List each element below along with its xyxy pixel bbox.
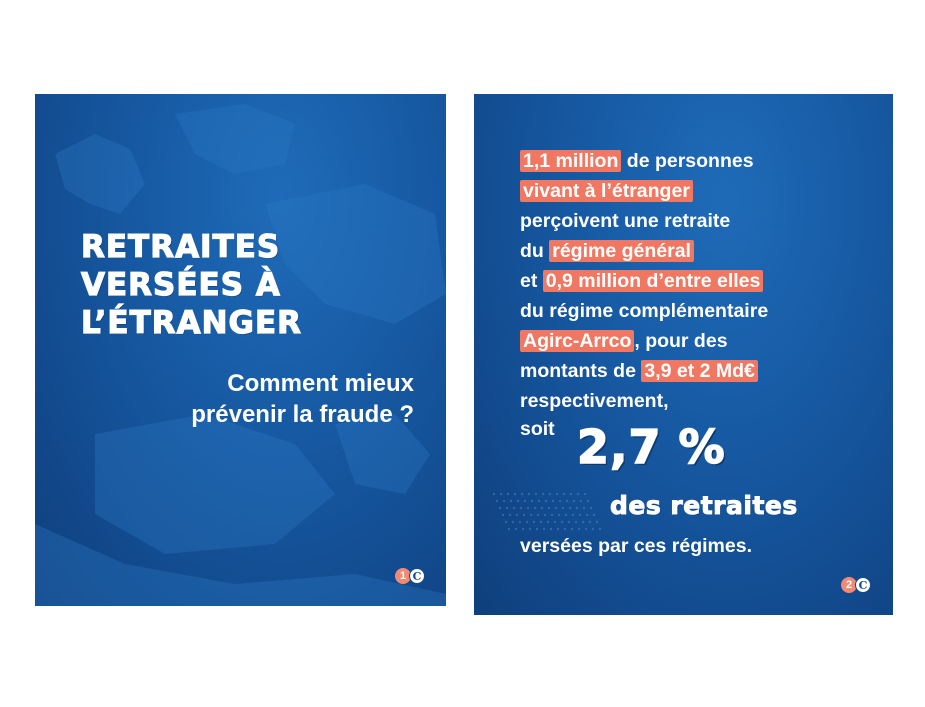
highlighted-text: vivant à l’étranger (520, 180, 693, 202)
statistics-line: et 0,9 million d’entre elles (520, 266, 880, 296)
key-figure: 2,7 % (576, 419, 726, 475)
title-line-3: L’ÉTRANGER (80, 304, 303, 341)
statistics-line: du régime complémentaire (520, 296, 880, 326)
statistics-line: du régime général (520, 236, 880, 266)
subtitle: Comment mieux prévenir la fraude ? (191, 368, 414, 430)
plain-text: montants de (520, 360, 642, 382)
statistics-line: respectivement, (520, 386, 880, 416)
title-line-2: VERSÉES À (80, 266, 281, 303)
plain-text: et (520, 270, 543, 292)
soit-label: soit (520, 418, 555, 440)
highlighted-text: régime général (549, 240, 694, 262)
statistics-line: perçoivent une retraite (520, 206, 880, 236)
page-badge: 2 C (841, 577, 871, 593)
statistics-line: montants de 3,9 et 2 Md€ (520, 356, 880, 386)
page-number: 1 (395, 568, 411, 584)
page-title: RETRAITES VERSÉES À L’ÉTRANGER (80, 228, 303, 342)
statistics-paragraph: 1,1 million de personnes vivant à l’étran… (520, 146, 880, 416)
page-number: 2 (841, 577, 857, 593)
plain-text: , pour des (634, 330, 728, 352)
title-line-1: RETRAITES (80, 228, 281, 265)
highlighted-text: Agirc-Arrco (520, 330, 635, 352)
slide-2: 1,1 million de personnes vivant à l’étran… (474, 94, 893, 615)
slide-1: RETRAITES VERSÉES À L’ÉTRANGER Comment m… (35, 94, 446, 606)
page-badge: 1 C (395, 568, 425, 584)
highlighted-text: 1,1 million (520, 150, 622, 172)
statistics-line: vivant à l’étranger (520, 176, 880, 206)
subtitle-line-2: prévenir la fraude ? (191, 401, 414, 428)
closing-line: versées par ces régimes. (520, 535, 753, 557)
plain-text: respectivement, (520, 390, 669, 412)
subtitle-line-1: Comment mieux (227, 370, 414, 397)
plain-text: du (520, 240, 550, 262)
key-figure-caption: des retraites (610, 491, 798, 521)
plain-text: perçoivent une retraite (520, 210, 731, 232)
statistics-line: Agirc-Arrco, pour des (520, 326, 880, 356)
europe-map-background (35, 104, 446, 606)
plain-text: de personnes (621, 150, 754, 172)
statistics-line: 1,1 million de personnes (520, 146, 880, 176)
institution-logo-icon: C (409, 568, 425, 584)
institution-logo-icon: C (855, 577, 871, 593)
highlighted-text: 0,9 million d’entre elles (542, 270, 764, 292)
highlighted-text: 3,9 et 2 Md€ (641, 360, 758, 382)
plain-text: du régime complémentaire (520, 300, 769, 322)
dot-pattern-decoration (492, 492, 602, 531)
